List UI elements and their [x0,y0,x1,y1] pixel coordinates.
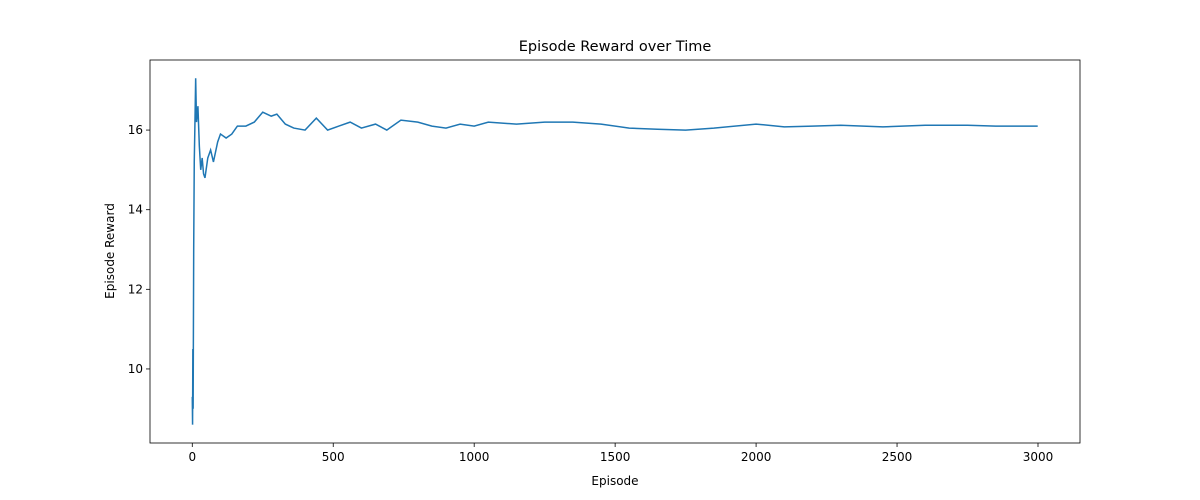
y-tick-label: 12 [128,282,143,296]
x-axis-label: Episode [591,474,638,488]
x-tick-label: 2000 [741,450,772,464]
x-tick-label: 2500 [882,450,913,464]
y-tick-label: 16 [128,123,143,137]
x-tick-label: 0 [188,450,196,464]
x-tick-label: 3000 [1023,450,1054,464]
chart-title: Episode Reward over Time [519,39,712,55]
data-line [191,78,1038,425]
y-axis-label: Episode Reward [103,203,117,299]
y-tick-label: 14 [128,203,143,217]
y-tick-label: 10 [128,362,143,376]
x-tick-label: 1500 [600,450,631,464]
plot-frame [149,59,1081,444]
x-tick-label: 500 [322,450,345,464]
x-tick-label: 1000 [459,450,490,464]
